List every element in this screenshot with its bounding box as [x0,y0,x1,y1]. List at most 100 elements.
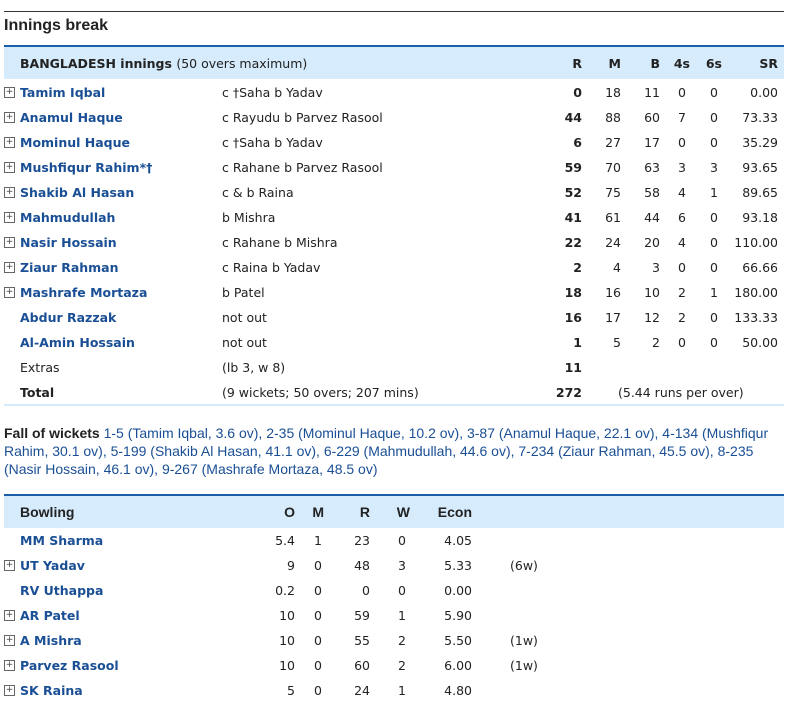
expand-icon[interactable]: + [4,560,15,571]
batsman-name[interactable]: Shakib Al Hasan [20,185,135,200]
balls: 60 [644,110,660,125]
minutes: 4 [613,260,621,275]
fow-text: 1-5 (Tamim Iqbal, 3.6 ov), 2-35 (Mominul… [4,425,769,477]
batsman-row: + Tamim Iqbal c †Saha b Yadav 0 18 11 0 0 0.00 [4,80,784,105]
wickets: 1 [398,683,406,698]
maidens: 1 [314,533,322,548]
runs: 2 [573,260,582,275]
bowler-name[interactable]: MM Sharma [20,533,104,548]
fours: 2 [678,310,686,325]
expand-icon[interactable]: + [4,87,15,98]
batsman-name[interactable]: Ziaur Rahman [20,260,119,275]
fours: 0 [678,260,686,275]
strike-rate: 89.65 [742,185,778,200]
strike-rate: 66.66 [742,260,778,275]
page-title: Innings break [4,17,109,34]
run-rate: (5.44 runs per over) [618,385,744,400]
dismissal: c Rahane b Parvez Rasool [222,160,383,175]
balls: 3 [652,260,660,275]
expand-icon[interactable]: + [4,635,15,646]
bowler-name[interactable]: AR Patel [20,608,80,623]
expand-icon[interactable]: + [4,685,15,696]
strike-rate: 110.00 [734,235,778,250]
expand-icon[interactable]: + [4,610,15,621]
minutes: 5 [613,335,621,350]
batsman-name[interactable]: Anamul Haque [20,110,123,125]
total-row: Total (9 wickets; 50 overs; 207 mins) 272 (… [4,380,784,405]
sixes: 0 [710,85,718,100]
maidens: 0 [314,633,322,648]
expand-icon[interactable]: + [4,187,15,198]
sixes: 0 [710,260,718,275]
bowler-row: + AR Patel 10 0 59 1 5.90 [4,603,784,628]
batsman-name[interactable]: Al-Amin Hossain [20,335,135,350]
dismissal: c †Saha b Yadav [222,135,323,150]
sixes: 0 [710,310,718,325]
sixes: 0 [710,210,718,225]
bowler-name[interactable]: Parvez Rasool [20,658,119,673]
extras-row-label: Extras [20,360,60,375]
runs: 44 [564,110,582,125]
dismissal: not out [222,335,267,350]
bowler-name[interactable]: A Mishra [20,633,82,648]
bowler-name[interactable]: RV Uthappa [20,583,104,598]
minutes: 88 [605,110,621,125]
runs: 24 [354,683,370,698]
sixes: 0 [710,135,718,150]
fours: 0 [678,135,686,150]
minutes: 24 [605,235,621,250]
extras-note: (1w) [510,658,538,673]
fours: 0 [678,335,686,350]
expand-icon[interactable]: + [4,137,15,148]
runs: 1 [573,335,582,350]
total-row-detail: (9 wickets; 50 overs; 207 mins) [222,385,419,400]
extras-note: (6w) [510,558,538,573]
minutes: 75 [605,185,621,200]
batsman-name[interactable]: Nasir Hossain [20,235,117,250]
extras-note: (1w) [510,633,538,648]
expand-icon[interactable]: + [4,112,15,123]
fall-of-wickets: Fall of wickets 1-5 (Tamim Iqbal, 3.6 ov… [4,424,774,478]
sixes: 1 [710,185,718,200]
team-innings-label: BANGLADESH innings (50 overs maximum) [20,55,308,71]
bowler-name[interactable]: UT Yadav [20,558,85,573]
top-divider [4,11,784,12]
fours: 4 [678,185,686,200]
batsman-name[interactable]: Mahmudullah [20,210,116,225]
maidens: 0 [314,558,322,573]
batsman-name[interactable]: Abdur Razzak [20,310,117,325]
expand-icon[interactable]: + [4,162,15,173]
total-row-runs: 272 [555,385,582,400]
col-r: R [572,55,582,71]
batsman-name[interactable]: Mashrafe Mortaza [20,285,148,300]
batsman-name[interactable]: Tamim Iqbal [20,85,106,100]
dismissal: c Rahane b Mishra [222,235,338,250]
expand-icon[interactable]: + [4,212,15,223]
minutes: 61 [605,210,621,225]
maidens: 0 [314,658,322,673]
expand-icon[interactable]: + [4,660,15,671]
col-o: O [284,504,295,520]
balls: 2 [652,335,660,350]
maidens: 0 [314,683,322,698]
strike-rate: 73.33 [742,110,778,125]
sixes: 1 [710,285,718,300]
bowler-name[interactable]: SK Raina [20,683,83,698]
fow-label: Fall of wickets [4,425,100,441]
economy: 0.00 [444,583,472,598]
expand-icon[interactable]: + [4,287,15,298]
batsman-name[interactable]: Mushfiqur Rahim*† [20,160,153,175]
expand-icon[interactable]: + [4,262,15,273]
dismissal: c Raina b Yadav [222,260,321,275]
strike-rate: 50.00 [742,335,778,350]
balls: 17 [644,135,660,150]
strike-rate: 180.00 [734,285,778,300]
overs: 10 [279,608,295,623]
runs: 48 [354,558,370,573]
sixes: 0 [710,235,718,250]
sixes: 0 [710,110,718,125]
batsman-name[interactable]: Mominul Haque [20,135,130,150]
maidens: 0 [314,583,322,598]
expand-icon[interactable]: + [4,237,15,248]
fours: 4 [678,235,686,250]
